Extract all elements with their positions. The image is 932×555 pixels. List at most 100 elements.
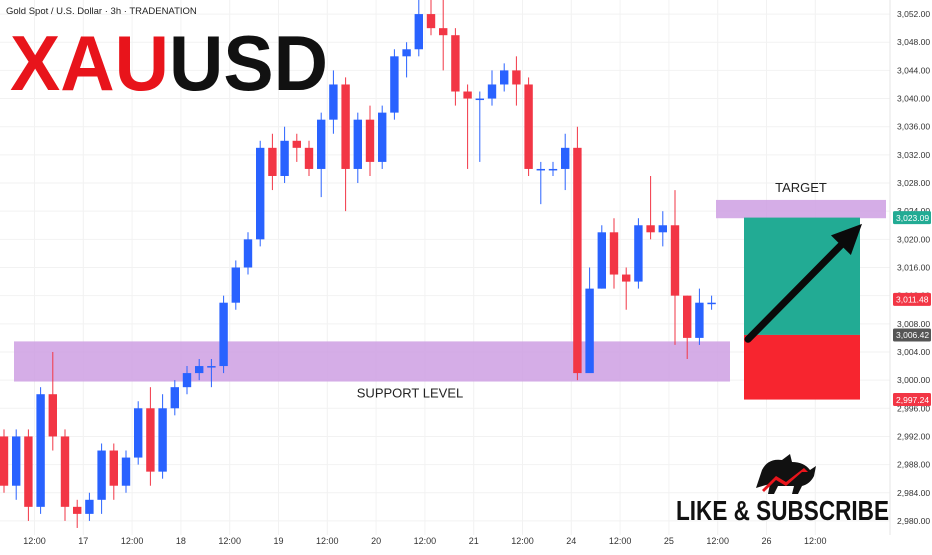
price-tick-label: 3,052.00 [897, 9, 930, 19]
candle [48, 351, 57, 451]
candle-body [97, 450, 106, 500]
price-tick-label: 2,988.00 [897, 460, 930, 470]
candle [695, 288, 704, 345]
price-tick-label: 3,000.00 [897, 375, 930, 385]
candle-body [36, 394, 45, 507]
candle-body [573, 147, 582, 374]
candle [36, 387, 45, 514]
price-tag-bg [893, 328, 931, 342]
price-axis: 2,980.00 2,984.00 2,988.00 2,992.00 2,996.00… [897, 9, 930, 526]
candle [317, 112, 326, 198]
candle [585, 267, 594, 374]
candle [329, 70, 338, 134]
time-tick-label: 12:00 [706, 536, 729, 546]
support-level-label: SUPPORT LEVEL [357, 386, 463, 401]
candle [414, 0, 423, 57]
candle-body [585, 288, 594, 374]
support-zone[interactable] [14, 341, 730, 382]
time-tick-label: 21 [469, 536, 479, 546]
chart-title: XAUUSD [10, 19, 328, 107]
target-label: TARGET [775, 180, 827, 195]
candle-body [414, 14, 423, 50]
price-tag-label: 3,006.42 [896, 330, 929, 340]
price-tag-label: 3,011.48 [896, 295, 929, 305]
time-tick-label: 18 [176, 536, 186, 546]
price-tick-label: 3,004.00 [897, 347, 930, 357]
arrow-head [830, 223, 862, 256]
price-tag: 3,011.48 [893, 292, 931, 306]
candle [304, 140, 314, 176]
candle-body [231, 267, 240, 303]
time-tick-label: 17 [78, 536, 88, 546]
candle-body [146, 408, 155, 472]
candle-body [561, 147, 570, 169]
price-tick-label: 3,032.00 [897, 150, 930, 160]
candle [85, 492, 94, 521]
candle-body [304, 147, 314, 169]
time-tick-label: 12:00 [609, 536, 632, 546]
candle-body [646, 225, 655, 233]
price-tag-label: 2,997.24 [896, 395, 929, 405]
bull-logo-icon [756, 454, 816, 494]
candle [219, 295, 228, 374]
candle [341, 77, 350, 212]
time-tick-label: 12:00 [218, 536, 241, 546]
candle [622, 267, 631, 310]
candle-body [24, 436, 33, 507]
candle [548, 161, 558, 176]
candle-body [207, 366, 216, 368]
candle [536, 161, 545, 205]
candle [670, 190, 680, 345]
candle-body [365, 119, 375, 162]
candle [0, 429, 9, 493]
candle-body [243, 239, 253, 268]
candle [12, 429, 21, 500]
target-zone[interactable] [716, 199, 886, 219]
candle-body [524, 84, 533, 169]
candle-body [670, 225, 680, 296]
candle [292, 133, 301, 162]
price-tag: 2,997.24 [893, 393, 931, 407]
candle-body [390, 56, 399, 113]
candle [561, 133, 570, 191]
candle [451, 28, 460, 106]
candle-body [60, 436, 70, 507]
candle [500, 63, 509, 92]
price-tag-bg [893, 393, 931, 407]
candle-body [695, 302, 704, 338]
candle-body [182, 373, 192, 388]
candle [402, 42, 411, 78]
time-tick-label: 24 [566, 536, 576, 546]
arrow-up-right-icon [744, 223, 862, 343]
symbol-info: Gold Spot / U.S. Dollar · 3h · TRADENATI… [6, 6, 197, 17]
arrow-shaft [744, 238, 848, 343]
time-tick-label: 25 [664, 536, 674, 546]
candle-body [134, 408, 143, 458]
price-tick-label: 3,036.00 [897, 122, 930, 132]
candle [365, 105, 375, 176]
candle-body [512, 70, 521, 85]
candle [463, 84, 472, 169]
candle-body [378, 112, 387, 162]
candle [195, 359, 204, 381]
candle [231, 260, 240, 310]
time-tick-label: 26 [761, 536, 771, 546]
candle [268, 133, 277, 191]
candle-body [268, 147, 277, 176]
stop-box[interactable] [744, 334, 860, 400]
price-tick-label: 2,984.00 [897, 488, 930, 498]
price-tick-label: 3,048.00 [897, 37, 930, 47]
candle-body [597, 232, 606, 289]
candle [243, 232, 253, 275]
price-tick-label: 3,040.00 [897, 94, 930, 104]
time-tick-label: 12:00 [121, 536, 144, 546]
candle-body [463, 91, 472, 99]
candle-body [451, 35, 460, 92]
candle [524, 77, 533, 176]
candle-body [109, 450, 118, 486]
candle [573, 126, 582, 381]
time-tick-label: 12:00 [316, 536, 339, 546]
candle [280, 126, 289, 184]
price-tag: 3,023.09 [893, 211, 931, 225]
